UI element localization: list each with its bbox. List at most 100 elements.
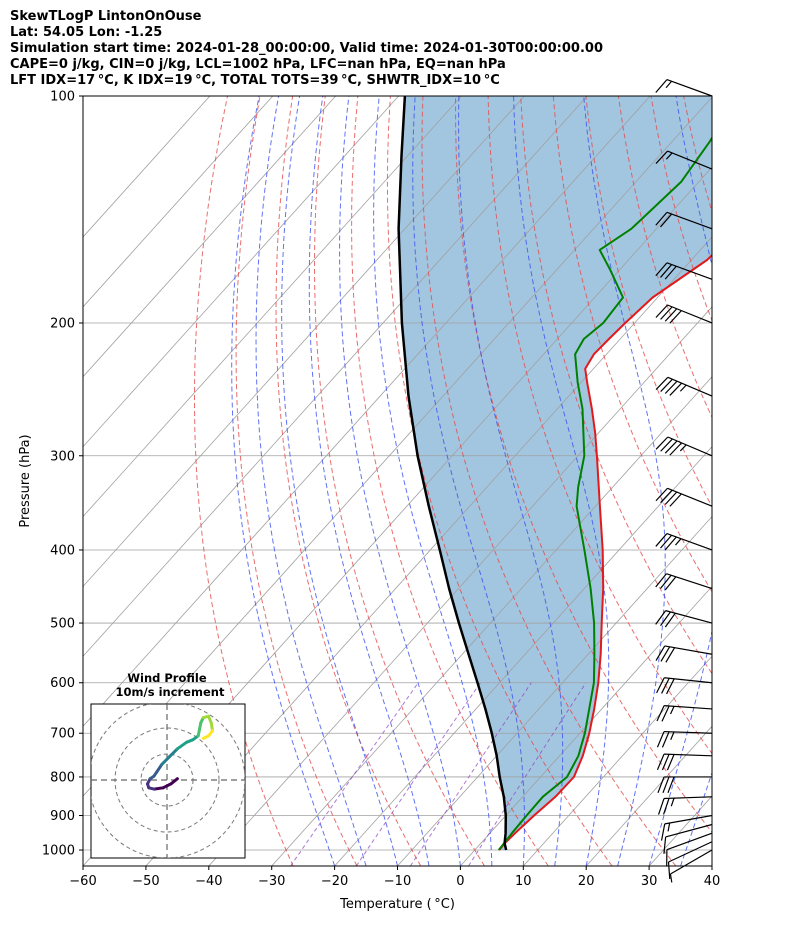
x-tick-label: −40 [195, 874, 222, 889]
wind-barb-staff [664, 677, 713, 684]
dry-adiabat [781, 96, 794, 866]
wind-barb [655, 262, 713, 280]
isotherm [145, 236, 712, 866]
wind-barb-staff [664, 814, 713, 825]
wind-barb-flag [656, 731, 665, 748]
wind-barb-flag [664, 576, 677, 591]
wind-barb-staff [664, 645, 713, 655]
wind-barb-staff [664, 753, 713, 757]
wind-barb-half-flag [670, 731, 675, 740]
wind-barb-flag [664, 380, 678, 394]
wind-barb-flag [661, 677, 670, 694]
wind-barb-flag [655, 487, 668, 502]
y-axis-label: Pressure (hPa) [18, 434, 33, 527]
wind-barb-flag [667, 861, 671, 880]
isotherm [83, 96, 525, 588]
x-axis-label: Temperature ( °C) [339, 897, 455, 912]
wind-barb [655, 487, 713, 507]
wind-barb-flag [669, 310, 682, 324]
wind-barb-staff [664, 796, 713, 800]
wind-barb [655, 610, 713, 628]
wind-barb-flag [666, 678, 675, 695]
wind-barb-flag [655, 150, 668, 164]
mixing-ratio-line [468, 682, 587, 866]
wind-barb [656, 753, 713, 771]
wind-barb-half-flag [669, 706, 675, 715]
moist-adiabat [583, 96, 666, 866]
wind-barb-staff [666, 532, 713, 551]
dry-adiabat [520, 96, 712, 675]
dry-adiabat [749, 96, 794, 866]
wind-barb-flag [655, 645, 666, 661]
wind-barb [655, 304, 713, 324]
wind-barb-flag [660, 534, 673, 549]
wind-barb-flag [660, 264, 673, 278]
wind-barb [655, 79, 713, 97]
wind-barb [666, 832, 713, 867]
wind-barb-flag [657, 798, 665, 815]
wind-barb [663, 823, 713, 854]
wind-barb-flag [664, 612, 676, 628]
isotherm [334, 446, 712, 866]
y-tick-label: 600 [50, 676, 75, 691]
moist-adiabat [680, 771, 712, 866]
mixing-ratio-line [355, 682, 481, 866]
wind-barb [656, 730, 713, 748]
isotherm [585, 725, 712, 866]
wind-barb-flag [660, 438, 673, 452]
isotherm [460, 585, 712, 866]
wind-barb-flag [669, 442, 683, 456]
wind-barb [655, 436, 713, 457]
wind-barb-staff [665, 823, 713, 838]
wind-barb [657, 776, 712, 794]
x-tick-label: 40 [704, 874, 721, 889]
temperature-profile [498, 253, 712, 851]
wind-barb-flag [660, 213, 673, 228]
dry-adiabat [194, 96, 294, 866]
wind-barb-staff [666, 262, 713, 280]
wind-barb-half-flag [667, 822, 671, 832]
wind-barb-flag [666, 754, 675, 771]
isotherm [208, 306, 712, 866]
wind-barb-flag [661, 754, 670, 771]
wind-barb-staff [666, 832, 713, 851]
wind-barb-half-flag [665, 80, 673, 89]
wind-barb-flag [660, 378, 673, 392]
wind-barb-flag [667, 776, 675, 794]
dry-adiabat [455, 96, 712, 833]
title-indices-line: LFT IDX=17 °C, K IDX=19 °C, TOTAL TOTS=3… [10, 73, 500, 88]
wind-barb-flag [669, 382, 683, 396]
mixing-ratio-line [409, 682, 532, 866]
y-tick-label: 100 [50, 90, 75, 105]
wind-barb [660, 814, 713, 841]
hodograph-segment [152, 786, 165, 791]
moist-adiabat [339, 96, 461, 866]
wind-barb [655, 211, 713, 230]
isotherm [397, 515, 712, 866]
dry-adiabat [351, 96, 549, 866]
wind-barb-staff [666, 211, 713, 230]
moist-adiabat [281, 96, 398, 866]
isotherm [271, 376, 712, 866]
x-tick-label: −60 [69, 874, 96, 889]
dewpoint-profile [497, 136, 712, 851]
wind-barb-staff [664, 730, 713, 734]
wind-barb-half-flag [674, 538, 682, 546]
wind-barb-flag [655, 211, 668, 226]
x-tick-label: 30 [641, 874, 658, 889]
wind-barb-flag [657, 776, 665, 794]
isotherm [83, 96, 399, 448]
wind-barb-flag [656, 753, 665, 771]
title-location: Lat: 54.05 Lon: -1.25 [10, 25, 163, 40]
wind-barb [655, 150, 713, 170]
wind-barb-staff [668, 841, 713, 863]
title-station: SkewTLogP LintonOnOuse [10, 9, 202, 24]
wind-barb [655, 376, 713, 397]
wind-barb-half-flag [670, 797, 675, 807]
wind-barb-flag [663, 836, 667, 854]
x-tick-label: 10 [515, 874, 532, 889]
wind-barb-flag [656, 677, 665, 694]
wind-barb-staff [665, 610, 713, 624]
wind-barb [657, 796, 713, 815]
